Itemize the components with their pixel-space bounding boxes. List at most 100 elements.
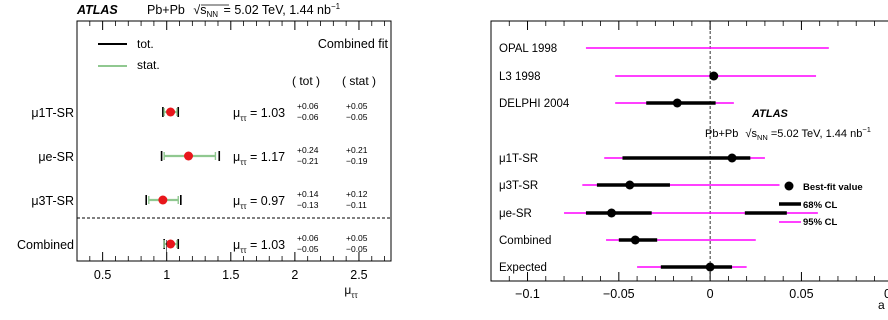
best-fit-marker bbox=[705, 262, 715, 272]
right-row-label: μ1T-SR bbox=[499, 153, 538, 165]
mu-value-annotation: μττ = 1.03 bbox=[233, 238, 285, 255]
mu-subscript: ττ bbox=[240, 114, 247, 123]
left-energy: = 5.02 TeV, 1.44 nb bbox=[224, 3, 331, 17]
mu-central-value: = 1.03 bbox=[247, 238, 286, 252]
right-sqrt-s: √s bbox=[745, 128, 757, 140]
tot-error-up: +0.06 bbox=[297, 233, 319, 243]
right-energy: =5.02 TeV, 1.44 nb bbox=[771, 128, 862, 140]
svg-text:Pb+Pb √sNN =5.02 T: Pb+Pb √sNN =5.02 TeV, 1.44 nb−1 bbox=[705, 125, 871, 143]
x-tick-label: 1 bbox=[163, 268, 170, 282]
left-sqrt-sub: NN bbox=[207, 10, 219, 19]
legend-bestfit-label: Best-fit value bbox=[803, 182, 863, 193]
stat-error-up: +0.12 bbox=[346, 189, 368, 199]
x-tick-label: −0.05 bbox=[603, 287, 635, 301]
left-row-label: Combined bbox=[17, 238, 74, 252]
x-tick-label: 1.5 bbox=[222, 268, 239, 282]
central-value-marker bbox=[158, 195, 168, 205]
left-atlas-label: ATLAS bbox=[76, 3, 118, 17]
right-plot-frame bbox=[490, 20, 888, 282]
svg-text:μττ: μττ bbox=[344, 283, 358, 300]
left-x-axis: 0.5 1 1.5 2 2.5 bbox=[89, 21, 385, 282]
mu-symbol: μ bbox=[233, 150, 240, 164]
central-value-marker bbox=[166, 107, 176, 117]
central-value-marker bbox=[166, 239, 176, 249]
right-x-axis-title: a bbox=[878, 298, 885, 312]
right-condition: Pb+Pb bbox=[705, 128, 738, 140]
left-panel: ATLAS Pb+Pb √sNN = 5.02 TeV, 1.44 nb−1 t… bbox=[17, 2, 392, 300]
combined-fit-label: Combined fit bbox=[318, 37, 389, 51]
mu-subscript: ττ bbox=[240, 246, 247, 255]
stat-error-down: −0.19 bbox=[346, 156, 368, 166]
mu-value-annotation: μττ = 1.17 bbox=[233, 150, 285, 167]
left-condition: Pb+Pb bbox=[147, 3, 185, 17]
right-row-label: Expected bbox=[499, 262, 547, 274]
right-panel: ATLAS Pb+Pb √sNN =5.02 TeV, 1.44 nb−1 Be… bbox=[490, 20, 888, 312]
left-energy-sup: −1 bbox=[331, 2, 341, 11]
left-row-label: μ1T-SR bbox=[31, 106, 74, 120]
left-sqrt-s: √s bbox=[193, 3, 206, 17]
mu-central-value: = 1.17 bbox=[247, 150, 286, 164]
left-rows: μ1T-SR μττ = 1.03 +0.06−0.06+0.05−0.05μe-S… bbox=[17, 101, 368, 255]
col-header-tot: ( tot ) bbox=[292, 74, 320, 88]
right-row-label: OPAL 1998 bbox=[499, 43, 557, 55]
right-row-label: Combined bbox=[499, 235, 551, 247]
best-fit-marker bbox=[709, 71, 719, 81]
legend-bestfit-marker bbox=[784, 181, 794, 191]
best-fit-marker bbox=[630, 235, 640, 245]
x-tick-label: −0.1 bbox=[515, 287, 540, 301]
best-fit-marker bbox=[607, 208, 617, 218]
stat-error-up: +0.05 bbox=[346, 233, 368, 243]
right-atlas-label: ATLAS bbox=[751, 108, 789, 120]
best-fit-marker bbox=[727, 153, 737, 163]
x-tick-label: 0.05 bbox=[789, 287, 813, 301]
tot-error-down: −0.05 bbox=[297, 244, 319, 254]
mu-symbol: μ bbox=[233, 106, 240, 120]
left-row-label: μ3T-SR bbox=[31, 194, 74, 208]
stat-error-down: −0.05 bbox=[346, 112, 368, 122]
right-row-label: DELPHI 2004 bbox=[499, 98, 570, 110]
mu-value-annotation: μττ = 0.97 bbox=[233, 194, 285, 211]
x-tick-label: 0.1 bbox=[884, 287, 888, 301]
x-tick-label: 2.5 bbox=[350, 268, 367, 282]
mu-subscript: ττ bbox=[240, 202, 247, 211]
mu-subscript: ττ bbox=[240, 158, 247, 167]
stat-error-down: −0.05 bbox=[346, 244, 368, 254]
svg-text:Pb+Pb √sNN = 5.02: Pb+Pb √sNN = 5.02 TeV, 1.44 nb−1 bbox=[147, 2, 341, 20]
best-fit-marker bbox=[625, 180, 635, 190]
stat-error-down: −0.11 bbox=[346, 200, 367, 210]
legend-95cl-label: 95% CL bbox=[803, 217, 838, 228]
right-row-label: μ3T-SR bbox=[499, 180, 538, 192]
right-rows: OPAL 1998 L3 1998 DELPHI 2004 μ1T-SR μ3T-SR μ… bbox=[499, 21, 829, 281]
left-row-label: μe-SR bbox=[38, 150, 74, 164]
tot-error-up: +0.14 bbox=[297, 189, 319, 199]
col-header-stat: ( stat ) bbox=[342, 74, 376, 88]
mu-central-value: = 0.97 bbox=[247, 194, 286, 208]
tot-error-up: +0.24 bbox=[297, 145, 319, 155]
mu-value-annotation: μττ = 1.03 bbox=[233, 106, 285, 123]
tot-error-down: −0.21 bbox=[297, 156, 319, 166]
left-x-axis-title-sub: ττ bbox=[351, 291, 358, 300]
stat-error-up: +0.21 bbox=[346, 145, 368, 155]
mu-symbol: μ bbox=[233, 238, 240, 252]
x-tick-label: 2 bbox=[291, 268, 298, 282]
legend-tot-label: tot. bbox=[137, 37, 154, 51]
right-row-label: L3 1998 bbox=[499, 71, 541, 83]
x-tick-label: 0 bbox=[707, 287, 714, 301]
left-x-axis-title: μ bbox=[344, 283, 351, 297]
right-energy-sup: −1 bbox=[862, 125, 871, 134]
tot-error-down: −0.06 bbox=[297, 112, 319, 122]
tot-error-down: −0.13 bbox=[297, 200, 319, 210]
tot-error-up: +0.06 bbox=[297, 101, 319, 111]
x-tick-label: 0.5 bbox=[94, 268, 111, 282]
stat-error-up: +0.05 bbox=[346, 101, 368, 111]
legend-68cl-label: 68% CL bbox=[803, 200, 838, 211]
right-sqrt-sub: NN bbox=[757, 133, 768, 142]
left-plot-frame bbox=[76, 20, 392, 262]
central-value-marker bbox=[184, 151, 194, 161]
right-row-label: μe-SR bbox=[499, 208, 532, 220]
mu-symbol: μ bbox=[233, 194, 240, 208]
mu-central-value: = 1.03 bbox=[247, 106, 286, 120]
best-fit-marker bbox=[672, 98, 682, 108]
legend-stat-label: stat. bbox=[137, 58, 160, 72]
